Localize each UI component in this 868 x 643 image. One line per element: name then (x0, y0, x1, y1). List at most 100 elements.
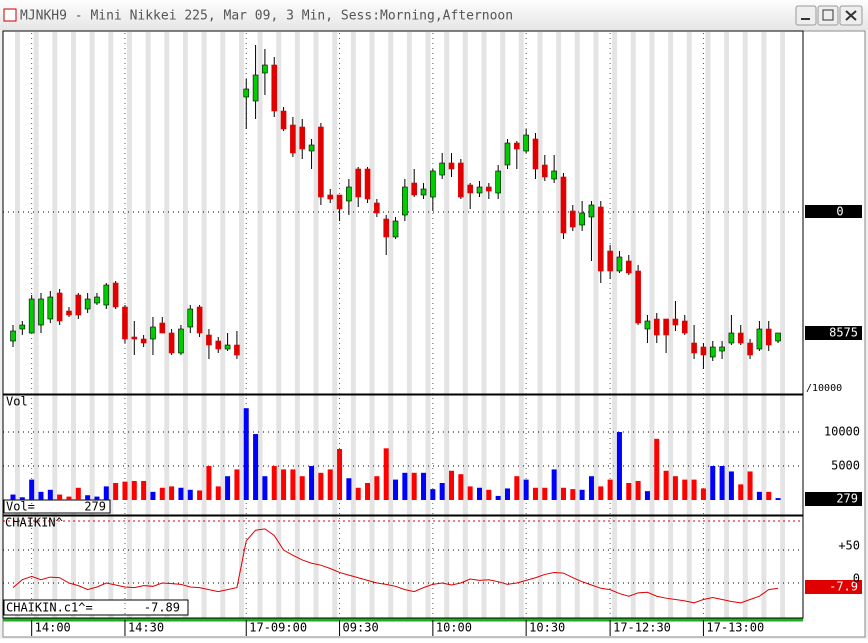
y-tick-label: 10000 (824, 425, 860, 439)
candle-body (47, 296, 54, 320)
volume-bar (532, 487, 538, 500)
volume-bar (542, 487, 548, 500)
candle-body (467, 184, 473, 194)
volume-readout-box (3, 499, 111, 514)
candle-body (56, 292, 63, 322)
candle-body (700, 346, 707, 356)
volume-bar (150, 491, 156, 500)
volume-readout-value: 279 (84, 500, 106, 514)
volume-bar (38, 491, 44, 500)
stripe (294, 32, 300, 618)
candle-body (672, 318, 679, 326)
volume-bar (402, 472, 408, 500)
candle-body (756, 328, 763, 350)
candle-body (597, 206, 604, 272)
volume-bar (66, 496, 72, 500)
volume-bar (206, 466, 212, 500)
volume-bar (243, 408, 249, 500)
volume-bar (131, 480, 137, 500)
stripe (15, 32, 20, 618)
stripe (201, 32, 207, 618)
candle-body (560, 176, 567, 234)
candle-body (75, 294, 82, 316)
stripe (238, 32, 244, 618)
volume-bar (85, 495, 91, 500)
stripe (761, 32, 767, 618)
candle-body (551, 170, 557, 180)
volume-bar (346, 478, 352, 500)
candle-body (94, 296, 100, 304)
candle-body (691, 342, 697, 354)
volume-bar (570, 489, 576, 500)
volume-bar (290, 469, 296, 500)
stripe (70, 32, 76, 618)
candle-body (38, 298, 44, 326)
stripe (724, 32, 730, 618)
stripe (108, 32, 114, 618)
chaikin-name: CHAIKIN^ (5, 516, 63, 530)
candle-body (243, 88, 250, 98)
candle-body (439, 162, 445, 176)
volume-bar (458, 474, 464, 500)
candle-body (775, 332, 781, 342)
volume-bar (607, 479, 613, 500)
candle-body (495, 170, 501, 194)
title-bar-bg (0, 0, 868, 30)
volume-bar (225, 476, 231, 500)
stripe (444, 32, 450, 618)
y-tick-label: 0 (853, 572, 860, 586)
stripe (537, 32, 543, 618)
candle-body (168, 332, 175, 354)
last-price-label: 8575 (829, 326, 858, 340)
volume-bar (449, 470, 455, 500)
stripe (425, 32, 431, 618)
stripe (369, 32, 375, 618)
volume-bar (430, 489, 436, 500)
maximize-button[interactable] (817, 5, 839, 26)
volume-bar (411, 472, 417, 500)
candle-body (196, 306, 203, 334)
volume-bar (700, 488, 706, 500)
volume-bar (10, 494, 16, 500)
volume-bar (113, 483, 119, 500)
candle-body (765, 328, 772, 346)
volume-bar (197, 490, 203, 500)
x-tick-label: 17-12:30 (613, 621, 671, 635)
volume-bar (365, 483, 371, 500)
candle-body (579, 212, 585, 226)
candle-body (252, 74, 259, 102)
candle-body (346, 186, 352, 202)
volume-bar (486, 489, 492, 500)
candle-body (140, 338, 147, 344)
stripe (126, 32, 132, 618)
stripe (332, 32, 338, 618)
candle-body (542, 164, 548, 178)
candle-body (224, 344, 231, 350)
stripe (145, 32, 151, 618)
volume-bar (598, 486, 604, 500)
candle-body (10, 330, 16, 342)
volume-bar (635, 480, 641, 500)
candle-body (178, 328, 184, 354)
volume-bar (495, 495, 501, 500)
candle-body (112, 282, 119, 308)
volume-bar (504, 488, 510, 500)
x-tick-label: 09:30 (343, 621, 379, 635)
volume-bar (523, 479, 529, 500)
volume-bar (159, 487, 165, 500)
candle-body (234, 344, 240, 356)
minimize-button[interactable] (795, 5, 817, 26)
stripe (350, 32, 356, 618)
y-tick-label: +50 (838, 539, 860, 553)
volume-name: Vol (6, 395, 28, 409)
volume-bar (94, 496, 100, 500)
candle-body (644, 320, 651, 330)
volume-bar (187, 489, 193, 500)
candle-body (159, 322, 166, 334)
candle-body (318, 126, 324, 198)
stripe (742, 32, 748, 618)
volume-last-value: 279 (836, 492, 858, 506)
candle-body (476, 186, 483, 194)
candle-body (569, 210, 576, 228)
